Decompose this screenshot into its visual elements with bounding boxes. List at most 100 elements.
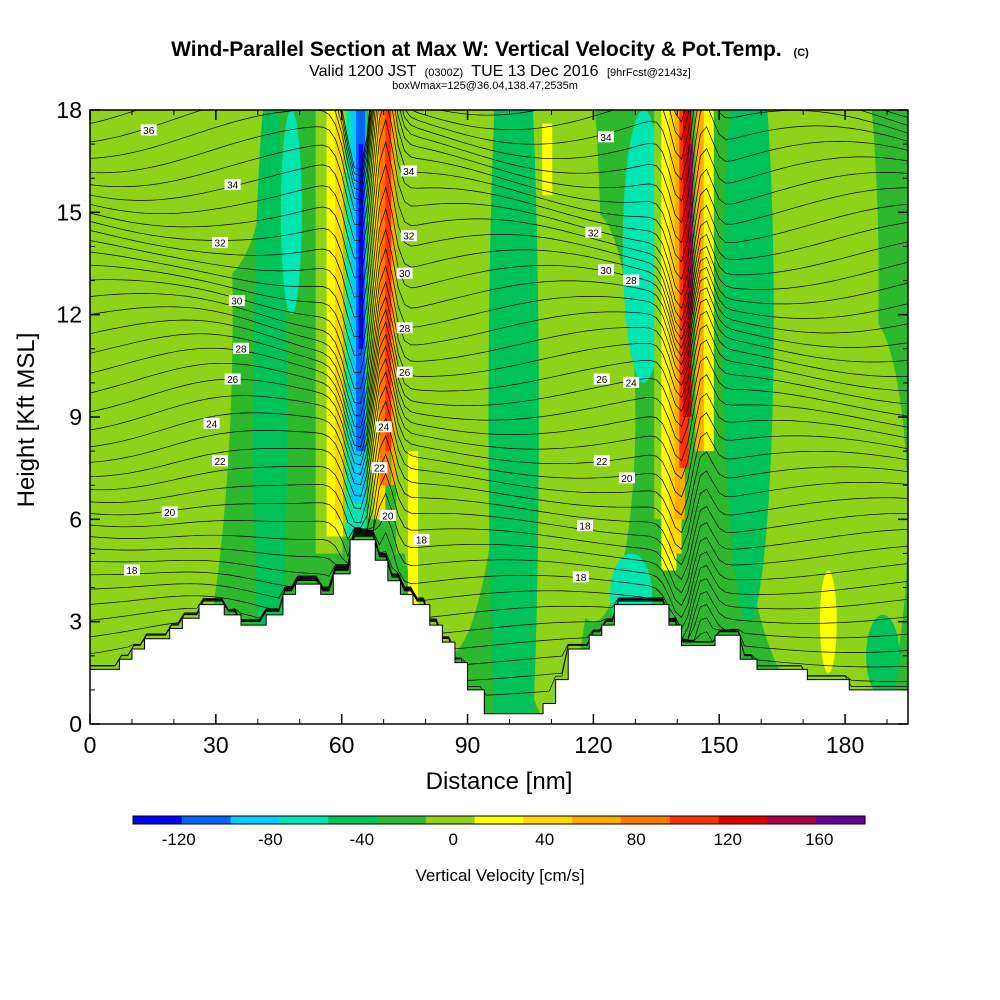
theta-label-text: 32 [588, 228, 600, 239]
theta-contour-label: 34 [224, 179, 241, 192]
chart-subtitle: Valid 1200 JST (0300Z) TUE 13 Dec 2016 [… [309, 63, 691, 80]
theta-label-box [371, 462, 388, 474]
theta-contour [90, 110, 908, 202]
colorbar-segment [718, 816, 768, 824]
colorbar-segment [230, 816, 280, 824]
theta-contour [90, 247, 908, 404]
theta-contour [90, 345, 908, 475]
velocity-band [391, 110, 398, 486]
theta-label-box [593, 455, 610, 467]
theta-label-box [400, 165, 417, 177]
theta-label-text: 28 [235, 344, 247, 355]
theta-label-box [212, 455, 229, 467]
theta-contour-label: 28 [623, 274, 640, 287]
velocity-cell [165, 110, 267, 281]
theta-contour [90, 228, 908, 390]
theta-contour [90, 370, 908, 498]
theta-contours [90, 110, 908, 696]
theta-contour [90, 385, 908, 516]
velocity-band [703, 110, 714, 452]
theta-label-text: 22 [596, 457, 608, 468]
theta-label-text: 28 [399, 324, 411, 335]
theta-label-text: 20 [621, 474, 633, 485]
theta-contour-labels: 36 34 32 30 28 26 24 22 20 18 34 32 30 28 26 24 22 20 18 34… [123, 124, 640, 584]
velocity-field [90, 110, 908, 724]
theta-contour-label: 36 [140, 124, 157, 137]
plot-area: 36 34 32 30 28 26 24 22 20 18 34 32 30 28 26 24 22 20 18 34… [90, 110, 908, 724]
velocity-cell [819, 570, 837, 673]
y-tick-label: 15 [56, 199, 82, 225]
theta-label-text: 26 [399, 368, 411, 379]
chart-title: Wind-Parallel Section at Max W: Vertical… [171, 38, 809, 61]
colorbar-segment [425, 816, 476, 824]
theta-contour [339, 110, 689, 177]
theta-contour-label: 24 [623, 376, 640, 389]
y-tick-label: 3 [69, 609, 82, 635]
theta-label-text: 24 [626, 378, 638, 389]
x-tick-label: 0 [84, 732, 97, 758]
theta-contour-label: 28 [396, 322, 413, 335]
theta-label-box [233, 342, 250, 354]
theta-contour [90, 492, 908, 607]
theta-label-text: 22 [214, 457, 226, 468]
colorbar-tick-label: 40 [535, 830, 554, 849]
theta-label-box [224, 373, 241, 385]
theta-contour-label: 20 [161, 506, 178, 519]
colorbar-tick-label: 0 [449, 830, 458, 849]
theta-label-box [228, 295, 245, 307]
theta-label-box [123, 564, 140, 576]
theta-contour [90, 295, 908, 439]
theta-contour [90, 472, 908, 594]
velocity-band [542, 123, 553, 196]
theta-contour [90, 532, 908, 640]
colorbar-tick-label: -40 [349, 830, 374, 849]
theta-contour-label: 28 [233, 342, 250, 355]
theta-contour [90, 265, 908, 417]
theta-label-text: 28 [626, 276, 638, 287]
colorbar-segment [621, 816, 671, 824]
theta-label-box [224, 179, 241, 191]
theta-label-text: 18 [416, 535, 428, 546]
theta-label-text: 24 [378, 423, 390, 434]
theta-label-box [623, 376, 640, 388]
theta-label-box [379, 509, 396, 521]
theta-contour-label: 24 [375, 421, 392, 434]
theta-label-text: 30 [600, 266, 612, 277]
velocity-band [407, 451, 419, 605]
theta-label-text: 22 [374, 464, 386, 475]
x-tick-label: 180 [826, 732, 864, 758]
x-tick-label: 120 [574, 732, 612, 758]
colorbar-tick-label: 120 [714, 830, 742, 849]
theta-contour-label: 22 [212, 455, 229, 468]
colorbar-segment [816, 816, 866, 824]
colorbar-frame [132, 815, 866, 825]
theta-label-text: 34 [600, 133, 612, 144]
theta-contour [90, 357, 908, 486]
theta-label-text: 32 [403, 232, 415, 243]
colorbar-segment [523, 816, 573, 824]
theta-label-box [161, 506, 178, 518]
y-tick-label: 18 [56, 97, 82, 123]
theta-label-text: 34 [227, 181, 239, 192]
theta-contour [90, 321, 908, 457]
theta-label-box [597, 264, 614, 276]
colorbar-segment [181, 816, 232, 824]
theta-label-box [140, 124, 157, 136]
theta-contour-label: 30 [597, 264, 614, 277]
theta-label-text: 30 [231, 297, 243, 308]
theta-contour-label: 26 [396, 366, 413, 379]
theta-contour-label: 32 [400, 230, 417, 243]
theta-label-box [572, 571, 589, 583]
theta-label-text: 30 [399, 269, 411, 280]
theta-contour [90, 417, 908, 550]
theta-contour-label: 26 [593, 373, 610, 386]
theta-contour [90, 531, 908, 641]
y-tick-label: 0 [69, 711, 82, 737]
theta-label-box [396, 366, 413, 378]
colorbar-segment [377, 816, 427, 824]
theta-label-text: 34 [403, 167, 415, 178]
colorbar-segment [572, 816, 622, 824]
theta-contour [90, 531, 908, 630]
